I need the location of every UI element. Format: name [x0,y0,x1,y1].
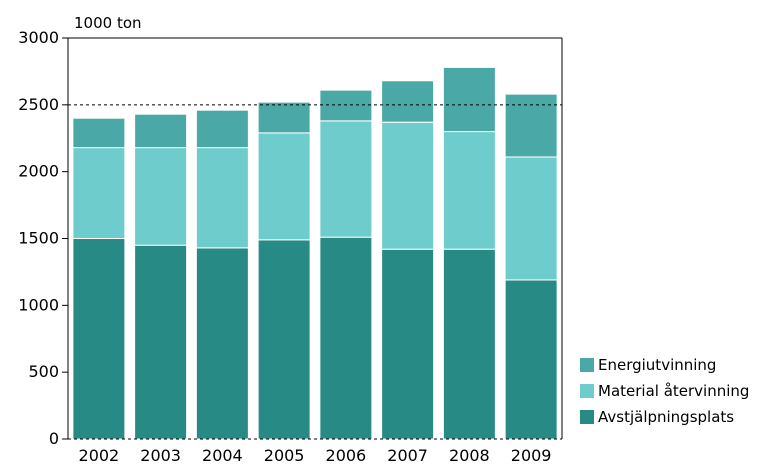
legend-swatch-energiutvinning [580,358,594,372]
bar-2006-series-1 [319,120,373,238]
legend: Energiutvinning Material återvinning Avs… [580,352,749,430]
x-ticks-group: 2002 2003 2004 2005 2006 2007 2008 2009 [79,446,552,465]
y-tick-label: 2000 [18,162,59,181]
x-tick-label: 2009 [511,446,552,465]
bars-group [72,66,558,440]
y-tick-label: 1000 [18,295,59,314]
x-tick-label: 2005 [264,446,305,465]
bar-2009-series-0 [504,279,558,440]
bar-2007-series-0 [381,248,435,440]
bar-2004-series-0 [195,247,249,440]
x-tick-label: 2002 [79,446,120,465]
legend-swatch-material-atervinning [580,384,594,398]
bar-2005-series-1 [257,132,311,241]
x-tick-label: 2004 [202,446,243,465]
bar-2002-series-1 [72,147,126,240]
x-tick-label: 2007 [387,446,428,465]
legend-label-avstjalpningsplats: Avstjälpningsplats [598,408,735,426]
bar-2008-series-1 [442,131,496,250]
y-tick-label: 3000 [18,28,59,47]
x-tick-label: 2003 [140,446,181,465]
y-tick-label: 0 [49,429,59,448]
bar-2003-series-1 [134,147,188,246]
bar-2009-series-2 [504,93,558,158]
legend-label-material-atervinning: Material återvinning [598,382,750,400]
bar-2008-series-0 [442,248,496,440]
bar-2005-series-0 [257,239,311,440]
x-tick-label: 2008 [449,446,490,465]
y-tick-label: 500 [28,362,59,381]
legend-label-energiutvinning: Energiutvinning [598,356,717,374]
bar-2006-series-0 [319,236,373,440]
bar-2009-series-1 [504,156,558,281]
y-ticks-group: 0 500 1000 1500 2000 2500 3000 [18,28,68,448]
bar-2002-series-2 [72,117,126,149]
bar-2007-series-1 [381,121,435,250]
bar-2006-series-2 [319,89,373,122]
legend-item-avstjalpningsplats: Avstjälpningsplats [580,404,749,430]
bar-2004-series-2 [195,109,249,149]
bar-2004-series-1 [195,147,249,249]
bar-2007-series-2 [381,80,435,123]
y-tick-label: 1500 [18,229,59,248]
y-axis-unit-label: 1000 ton [74,14,142,32]
legend-item-material-atervinning: Material återvinning [580,378,749,404]
bar-2003-series-2 [134,113,188,149]
bar-2003-series-0 [134,244,188,440]
y-tick-label: 2500 [18,95,59,114]
legend-item-energiutvinning: Energiutvinning [580,352,749,378]
x-tick-label: 2006 [326,446,367,465]
bar-2008-series-2 [442,66,496,133]
legend-swatch-avstjalpningsplats [580,410,594,424]
bar-2005-series-2 [257,101,311,134]
bar-2002-series-0 [72,238,126,440]
